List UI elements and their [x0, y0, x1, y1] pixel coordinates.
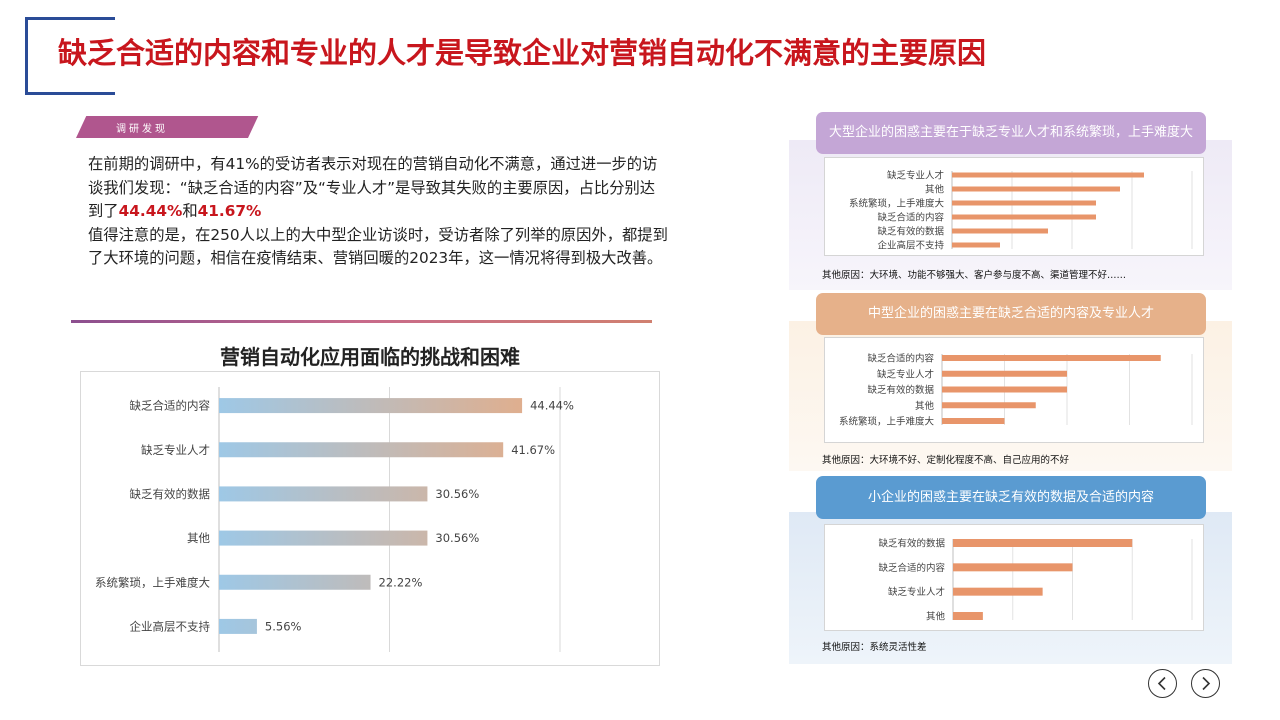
- bar: [952, 242, 1000, 248]
- bar: [942, 355, 1161, 361]
- bar: [952, 228, 1048, 234]
- small-enterprise-panel: 小企业的困惑主要在缺乏有效的数据及合适的内容 缺乏有效的数据 缺乏合适的内容缺乏专…: [789, 476, 1232, 664]
- bar: [953, 563, 1073, 572]
- bar: [952, 172, 1144, 178]
- data-label: 5.56%: [265, 619, 302, 633]
- category-label: 缺乏专业人才: [887, 170, 944, 182]
- medium-enterprise-chart: 缺乏合适的内容缺乏专业人才缺乏有效的数据其他系统繁琐，上手难度大: [824, 337, 1204, 443]
- category-label: 企业高层不支持: [130, 619, 211, 633]
- section-divider: [71, 320, 652, 323]
- large-enterprise-chart: 缺乏专业人才其他系统繁琐，上手难度大缺乏合适的内容 缺乏有效的数据 企业高层不支持: [824, 157, 1204, 256]
- medium-enterprise-note: 其他原因：大环境不好、定制化程度不高、自己应用的不好: [822, 455, 1070, 466]
- category-label: 缺乏合适的内容: [877, 212, 944, 224]
- bar: [942, 418, 1005, 424]
- bar: [219, 530, 428, 546]
- bar: [953, 587, 1043, 596]
- bar: [952, 214, 1096, 220]
- category-label: 系统繁琐，上手难度大: [95, 575, 210, 589]
- intro-paragraph-2: 值得注意的是，在250人以上的大中型企业访谈时，受访者除了列举的原因外，都提到了…: [88, 225, 668, 268]
- category-label: 系统繁琐，上手难度大: [839, 416, 935, 428]
- category-label: 缺乏有效的数据: [867, 384, 934, 396]
- section-tag: 调研发现: [66, 116, 259, 138]
- data-label: 30.56%: [435, 531, 479, 545]
- bar: [942, 402, 1036, 409]
- intro-value-1: 44.44%: [118, 202, 183, 220]
- bar: [219, 442, 504, 458]
- bar: [219, 574, 371, 590]
- section-tag-label: 调研发现: [116, 124, 168, 135]
- bar: [952, 200, 1096, 206]
- small-enterprise-note: 其他原因：系统灵活性差: [822, 642, 927, 653]
- bar: [219, 486, 428, 502]
- category-label: 缺乏合适的内容: [130, 399, 211, 413]
- intro-paragraph-1: 在前期的调研中，有41%的受访者表示对现在的营销自动化不满意，通过进一步的访谈我…: [88, 155, 658, 220]
- title-frame: [25, 17, 115, 95]
- large-enterprise-panel: 大型企业的困惑主要在于缺乏专业人才和系统繁琐，上手难度大 缺乏专业人才其他系统繁…: [789, 112, 1232, 290]
- bar: [942, 386, 1067, 393]
- main-chart-title: 营销自动化应用面临的挑战和困难: [220, 345, 520, 369]
- category-label: 缺乏专业人才: [141, 443, 210, 457]
- category-label: 缺乏有效的数据: [878, 538, 945, 550]
- category-label: 企业高层不支持: [877, 240, 944, 252]
- chevron-right-icon: [1202, 676, 1211, 691]
- category-label: 系统繁琐，上手难度大: [849, 198, 945, 210]
- medium-enterprise-panel: 中型企业的困惑主要在缺乏合适的内容及专业人才 缺乏合适的内容缺乏专业人才缺乏有效…: [789, 293, 1232, 471]
- category-label: 其他: [925, 184, 945, 196]
- category-label: 缺乏专业人才: [888, 586, 945, 598]
- intro-text: 在前期的调研中，有41%的受访者表示对现在的营销自动化不满意，通过进一步的访谈我…: [88, 153, 668, 271]
- bar: [952, 186, 1120, 192]
- main-chart: 缺乏合适的内容 44.44% 缺乏专业人才 41.67% 缺乏有效的数据 30.56% 其他…: [80, 371, 660, 666]
- bar: [219, 398, 523, 414]
- bar: [953, 612, 983, 620]
- category-label: 缺乏专业人才: [877, 368, 934, 380]
- data-label: 22.22%: [379, 575, 423, 589]
- category-label: 缺乏合适的内容: [878, 562, 945, 574]
- category-label: 缺乏有效的数据: [877, 226, 944, 238]
- category-label: 其他: [915, 400, 935, 412]
- data-label: 30.56%: [435, 487, 479, 501]
- page-title: 缺乏合适的内容和专业的人才是导致企业对营销自动化不满意的主要原因: [58, 36, 987, 70]
- bar: [219, 618, 257, 634]
- large-enterprise-note: 其他原因：大环境、功能不够强大、客户参与度不高、渠道管理不好……: [822, 270, 1127, 281]
- intro-value-2: 41.67%: [197, 202, 262, 220]
- category-label: 其他: [187, 531, 210, 545]
- intro-and: 和: [182, 202, 198, 220]
- category-label: 缺乏有效的数据: [130, 487, 211, 501]
- chevron-left-icon: [1157, 676, 1166, 691]
- category-label: 缺乏合适的内容: [867, 353, 934, 365]
- small-enterprise-chart: 缺乏有效的数据 缺乏合适的内容缺乏专业人才其他: [824, 524, 1204, 631]
- main-chart-svg: 缺乏合适的内容 44.44% 缺乏专业人才 41.67% 缺乏有效的数据 30.56% 其他…: [95, 387, 574, 652]
- bar: [942, 370, 1067, 377]
- data-label: 44.44%: [530, 399, 574, 413]
- small-enterprise-title: 小企业的困惑主要在缺乏有效的数据及合适的内容: [816, 476, 1206, 519]
- next-button[interactable]: [1191, 669, 1220, 698]
- medium-enterprise-title: 中型企业的困惑主要在缺乏合适的内容及专业人才: [816, 293, 1206, 335]
- previous-button[interactable]: [1148, 669, 1177, 698]
- data-label: 41.67%: [511, 443, 555, 457]
- bar: [953, 539, 1133, 547]
- category-label: 其他: [926, 611, 946, 623]
- large-enterprise-title: 大型企业的困惑主要在于缺乏专业人才和系统繁琐，上手难度大: [816, 112, 1206, 154]
